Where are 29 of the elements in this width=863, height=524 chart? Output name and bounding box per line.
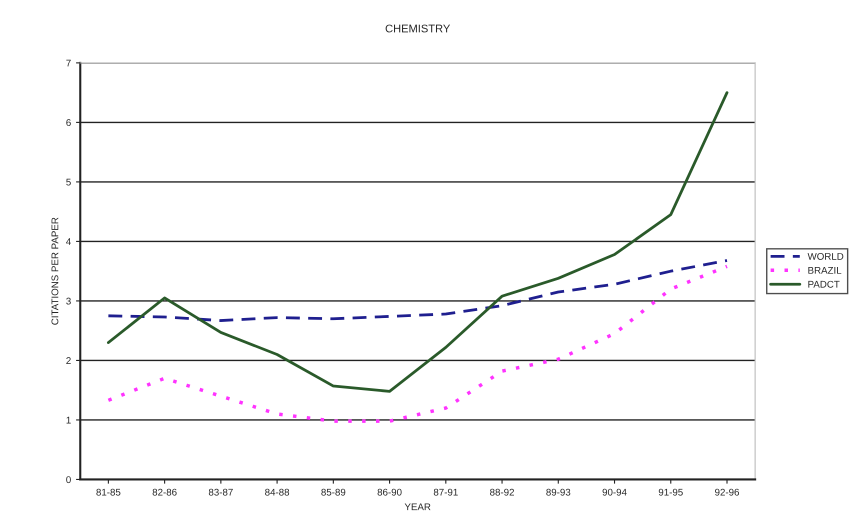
x-tick-label: 88-92 xyxy=(490,488,514,496)
legend-label: PADCT xyxy=(808,280,840,288)
y-axis-title: CITATIONS PER PAPER xyxy=(51,218,58,325)
x-tick-label: 92-96 xyxy=(715,488,740,496)
chart-title: CHEMISTRY xyxy=(386,24,450,32)
y-tick-label: 3 xyxy=(66,298,71,305)
line-series xyxy=(106,259,728,322)
y-tick-label: 0 xyxy=(66,476,71,484)
x-tick-label: 82-86 xyxy=(152,488,177,496)
x-tick-label: 83-87 xyxy=(208,488,233,496)
legend-label: BRAZIL xyxy=(808,266,842,274)
line-series xyxy=(106,91,728,393)
x-tick-label: 90-94 xyxy=(602,488,627,496)
x-tick-label: 89-93 xyxy=(546,488,570,496)
y-tick-label: 1 xyxy=(66,416,71,424)
x-tick-label: 85-89 xyxy=(321,488,346,496)
y-tick-label: 2 xyxy=(66,357,71,364)
y-tick-label: 7 xyxy=(66,60,71,66)
x-tick-label: 87-91 xyxy=(434,488,458,496)
y-tick-label: 4 xyxy=(66,238,71,245)
x-tick-label: 84-88 xyxy=(265,488,290,496)
x-axis-title: YEAR xyxy=(404,503,430,510)
y-tick-label: 6 xyxy=(66,119,71,126)
legend-label: WORLD xyxy=(808,252,844,260)
x-tick-label: 91-95 xyxy=(658,488,683,496)
y-tick-label: 5 xyxy=(66,178,71,186)
x-tick-label: 86-90 xyxy=(378,488,402,496)
line-series xyxy=(106,264,729,423)
x-tick-label: 81-85 xyxy=(96,488,120,496)
